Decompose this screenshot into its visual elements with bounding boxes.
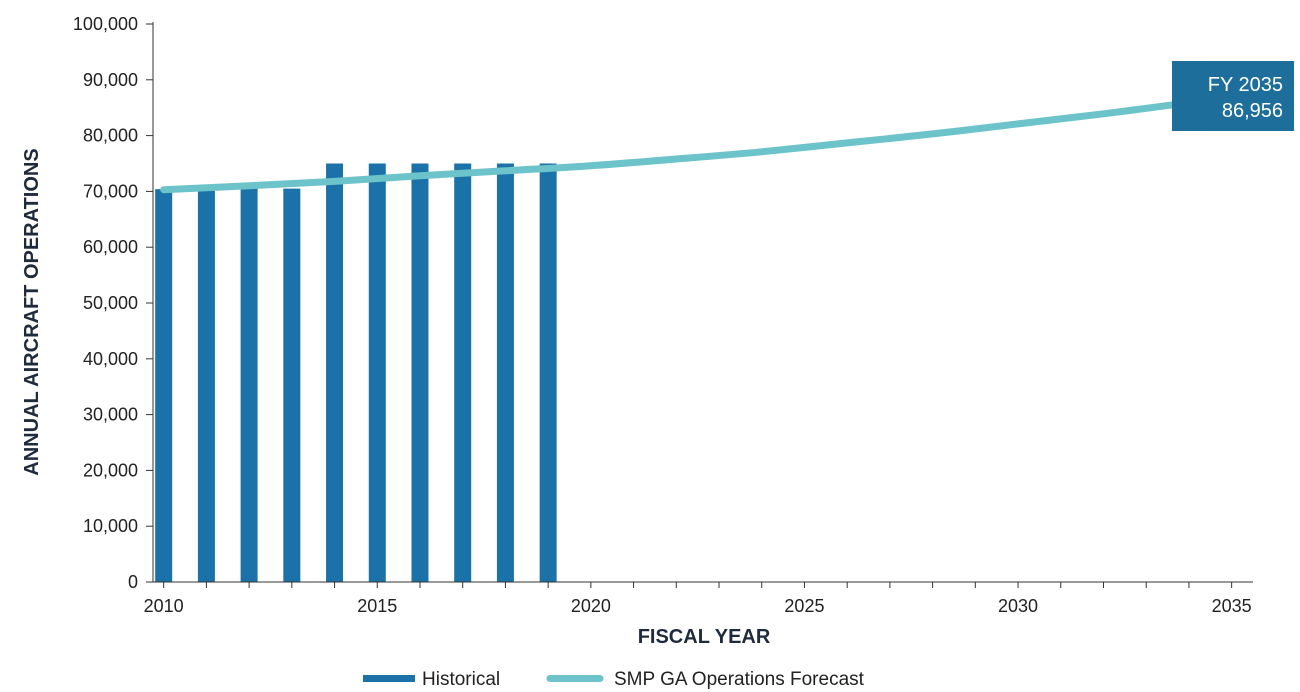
y-axis-title: ANNUAL AIRCRAFT OPERATIONS <box>21 148 43 475</box>
y-tick-label: 30,000 <box>83 405 138 425</box>
x-tick-label: 2025 <box>784 596 824 616</box>
y-tick-label: 50,000 <box>83 293 138 313</box>
historical-bar <box>496 163 514 582</box>
callout-label-value: 86,956 <box>1222 100 1283 122</box>
y-tick-label: 10,000 <box>83 516 138 536</box>
historical-bar <box>326 163 344 582</box>
historical-bar <box>539 163 557 582</box>
legend: Historical SMP GA Operations Forecast <box>363 669 865 690</box>
x-tick-label: 2030 <box>998 596 1038 616</box>
historical-bar <box>283 188 301 583</box>
y-tick-label: 20,000 <box>83 460 138 480</box>
y-tick-label: 40,000 <box>83 349 138 369</box>
x-tick-label: 2035 <box>1212 596 1252 616</box>
x-axis-title: FISCAL YEAR <box>638 626 771 648</box>
historical-bar <box>155 189 173 582</box>
historical-bars <box>155 163 557 583</box>
x-tick-label: 2010 <box>144 596 184 616</box>
historical-bar <box>411 163 429 582</box>
y-tick-label: 60,000 <box>83 237 138 257</box>
x-tick-label: 2020 <box>571 596 611 616</box>
x-axis-tick-labels: 2010 2015 2020 2025 2030 2035 <box>144 596 1252 616</box>
legend-swatch-historical <box>363 675 415 682</box>
y-tick-label: 0 <box>128 572 138 592</box>
legend-label-historical: Historical <box>422 669 500 690</box>
historical-bar <box>454 163 472 582</box>
historical-bar <box>197 186 215 582</box>
y-tick-label: 80,000 <box>83 126 138 146</box>
y-tick-label: 70,000 <box>83 181 138 201</box>
axes <box>146 22 1253 588</box>
callout-label-year: FY 2035 <box>1208 74 1283 96</box>
y-axis-tick-labels: 0 10,000 20,000 30,000 40,000 50,000 60,000 70,… <box>73 14 138 592</box>
forecast-line <box>160 93 1236 194</box>
x-tick-label: 2015 <box>357 596 397 616</box>
y-tick-label: 90,000 <box>83 70 138 90</box>
legend-label-forecast: SMP GA Operations Forecast <box>614 669 865 690</box>
y-tick-label: 100,000 <box>73 14 138 34</box>
historical-bar <box>368 163 386 582</box>
historical-bar <box>240 184 258 583</box>
callout-box <box>1172 61 1294 131</box>
callout: FY 2035 86,956 <box>1172 61 1294 131</box>
